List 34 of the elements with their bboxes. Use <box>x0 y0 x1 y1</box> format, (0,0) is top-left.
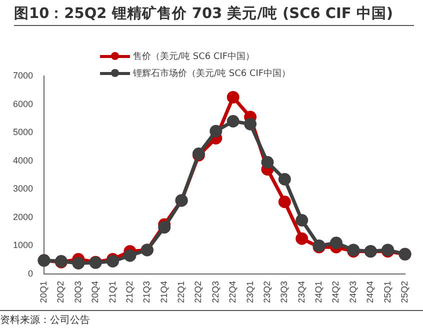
y-tick-label: 2000 <box>12 212 34 222</box>
x-tick-label: 21Q4 <box>158 280 169 304</box>
y-tick-label: 4000 <box>12 155 34 166</box>
x-tick-label: 24Q1 <box>314 280 324 304</box>
text: 资料来源：公司公告 <box>0 310 423 327</box>
x-tick-label: 24Q4 <box>365 280 376 304</box>
x-tick-label: 23Q4 <box>296 280 306 304</box>
x-tick-label: 21Q3 <box>142 280 152 304</box>
x-tick-label: 22Q1 <box>176 280 186 304</box>
y-tick-label: 3000 <box>12 184 34 194</box>
x-tick-label: 20Q4 <box>90 280 100 304</box>
x-tick-label: 25Q1 <box>382 280 392 304</box>
y-tick-label: 1000 <box>12 240 34 250</box>
legend-label: 售价（美元/吨 SC6 CIF中国） <box>132 50 256 64</box>
x-tick-label: 21Q2 <box>124 280 134 304</box>
x-tick-label: 20Q1 <box>38 280 49 304</box>
x-tick-label: 23Q3 <box>279 280 290 304</box>
x-tick-label: 24Q3 <box>348 280 358 304</box>
y-tick-label: 0 <box>28 268 34 278</box>
x-tick-label: 23Q1 <box>244 280 255 304</box>
x-tick-label: 20Q3 <box>72 280 83 304</box>
x-tick-label: 22Q3 <box>210 280 220 304</box>
x-tick-label: 22Q2 <box>193 280 204 304</box>
x-tick-label: 20Q2 <box>56 280 66 304</box>
y-tick-label: 7000 <box>12 70 34 80</box>
x-tick-label: 25Q2 <box>399 280 410 304</box>
chart-title: 图10：25Q2 锂精矿售价 703 美元/吨 (SC6 CIF 中国) <box>14 4 414 26</box>
legend-label: 锂辉石市场价（美元/吨 SC6 CIF中国） <box>132 68 291 81</box>
x-tick-label: 21Q1 <box>107 280 118 304</box>
x-tick-label: 24Q2 <box>330 280 341 304</box>
y-tick-label: 5000 <box>12 127 34 138</box>
x-tick-label: 22Q4 <box>228 280 238 304</box>
y-tick-label: 6000 <box>12 98 34 109</box>
x-tick-label: 23Q2 <box>262 280 272 304</box>
